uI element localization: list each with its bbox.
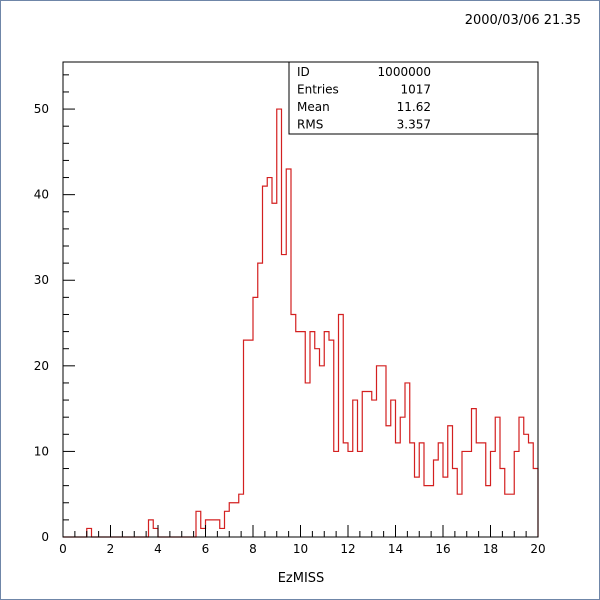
stats-box: ID 1000000 Entries 1017 Mean 11.62 RMS 3.357 xyxy=(288,61,539,135)
stats-label: RMS xyxy=(297,118,323,132)
y-tick-label: 10 xyxy=(34,444,49,458)
stats-value: 3.357 xyxy=(397,118,431,132)
y-tick-label: 50 xyxy=(34,102,49,116)
stats-value: 1017 xyxy=(400,83,431,97)
axis-layer: 0 2 4 6 8 10 12 14 16 18 20 0 10 20 30 40 50 xyxy=(34,74,546,556)
stats-label: Entries xyxy=(297,83,339,97)
x-tick-label: 14 xyxy=(388,542,403,556)
histogram-layer xyxy=(63,108,539,538)
histogram-outline xyxy=(63,108,539,538)
stats-value: 11.62 xyxy=(397,100,431,114)
stats-value: 1000000 xyxy=(378,65,431,79)
x-tick-label: 0 xyxy=(59,542,67,556)
y-tick-label: 30 xyxy=(34,273,49,287)
timestamp: 2000/03/06 21.35 xyxy=(464,13,581,28)
x-tick-label: 18 xyxy=(483,542,498,556)
x-tick-label: 16 xyxy=(435,542,450,556)
x-axis-title: EzMISS xyxy=(278,571,325,586)
x-tick-label: 20 xyxy=(530,542,545,556)
y-tick-label: 20 xyxy=(34,359,49,373)
x-tick-label: 10 xyxy=(293,542,308,556)
stats-box-frame xyxy=(288,61,539,135)
stats-label: Mean xyxy=(297,100,330,114)
x-tick-label: 12 xyxy=(340,542,355,556)
x-tick-label: 6 xyxy=(202,542,210,556)
x-tick-label: 8 xyxy=(249,542,257,556)
x-tick-label: 4 xyxy=(154,542,162,556)
y-tick-label: 40 xyxy=(34,188,49,202)
stats-label: ID xyxy=(297,65,310,79)
x-tick-label: 2 xyxy=(107,542,115,556)
y-tick-label: 0 xyxy=(41,530,49,544)
